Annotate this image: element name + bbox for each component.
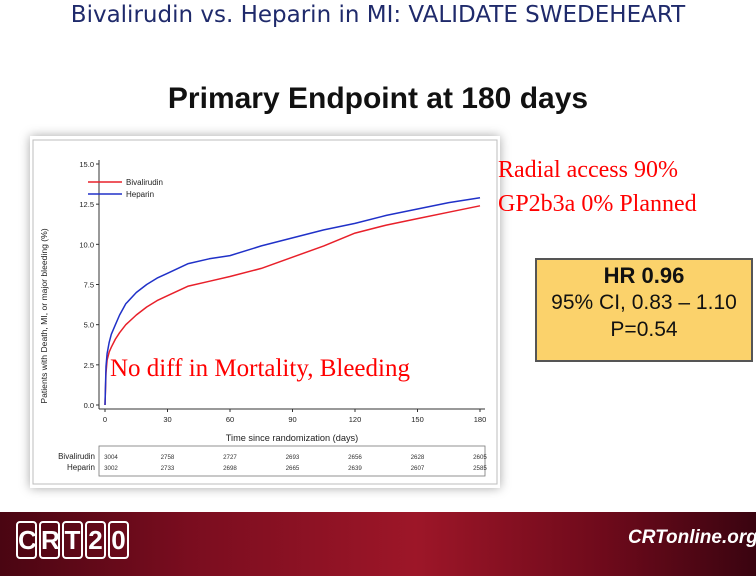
- crt-logo-letter: 0: [108, 521, 129, 559]
- crt-logo-letter: T: [62, 521, 83, 559]
- mortality-note: No diff in Mortality, Bleeding: [110, 355, 410, 382]
- x-tick-label: 0: [103, 415, 107, 424]
- hr-pvalue: P=0.54: [610, 318, 678, 341]
- gp2b3a-note: GP2b3a 0% Planned: [498, 191, 697, 217]
- km-chart: 0.0 2.5 5.0 7.5 10.0 12.5 15.0 0 30 60 90 120 150 18…: [32, 139, 498, 485]
- at-risk-value: 2585: [473, 465, 487, 472]
- y-tick-label: 12.5: [79, 200, 94, 209]
- slide-title: Bivalirudin vs. Heparin in MI: VALIDATE …: [70, 2, 686, 28]
- x-tick-label: 120: [349, 415, 362, 424]
- at-risk-value: 3002: [104, 465, 118, 472]
- x-tick-label: 60: [226, 415, 234, 424]
- y-tick-label: 7.5: [84, 281, 94, 290]
- at-risk-value: 2665: [286, 465, 300, 472]
- hr-value: HR 0.96: [603, 263, 685, 288]
- x-tick-label: 90: [288, 415, 296, 424]
- at-risk-value: 2727: [223, 454, 237, 461]
- y-tick-label: 15.0: [79, 160, 94, 169]
- x-tick-label: 180: [474, 415, 487, 424]
- y-tick-label: 5.0: [84, 321, 94, 330]
- at-risk-value: 2758: [161, 454, 175, 461]
- crt-logo-letter: R: [39, 521, 60, 559]
- chart-panel: 0.0 2.5 5.0 7.5 10.0 12.5 15.0 0 30 60 90 120 150 18…: [30, 136, 500, 488]
- crt-logo-letter: C: [16, 521, 37, 559]
- at-risk-value: 2628: [411, 454, 425, 461]
- hazard-ratio-text: HR 0.96 95% CI, 0.83 – 1.10 P=0.54: [535, 262, 753, 343]
- at-risk-value: 2698: [223, 465, 237, 472]
- at-risk-value: 3004: [104, 454, 118, 461]
- y-axis-label: Patients with Death, MI, or major bleedi…: [39, 228, 49, 403]
- series-line-bivalirudin: [104, 205, 481, 406]
- at-risk-label: Bivalirudin: [58, 452, 95, 461]
- at-risk-box: [98, 445, 486, 477]
- at-risk-value: 2733: [161, 465, 175, 472]
- legend-label-heparin: Heparin: [126, 190, 154, 199]
- series-line-heparin: [104, 196, 481, 406]
- y-tick-label: 10.0: [79, 240, 94, 249]
- radial-access-note: Radial access 90%: [498, 157, 678, 183]
- x-tick-label: 30: [163, 415, 171, 424]
- y-tick-label: 2.5: [84, 361, 94, 370]
- hazard-ratio-box: [535, 258, 753, 362]
- at-risk-value: 2607: [411, 465, 425, 472]
- at-risk-value: 2639: [348, 465, 362, 472]
- crt-logo-letter: 2: [85, 521, 106, 559]
- y-tick-label: 0.0: [84, 401, 94, 410]
- x-tick-label: 150: [411, 415, 424, 424]
- slide-subtitle: Primary Endpoint at 180 days: [167, 82, 589, 115]
- chart-legend: Bivalirudin Heparin: [88, 178, 163, 199]
- at-risk-value: 2656: [348, 454, 362, 461]
- x-axis-label: Time since randomization (days): [226, 433, 358, 443]
- legend-label-bivalirudin: Bivalirudin: [126, 178, 163, 187]
- at-risk-label: Heparin: [67, 463, 95, 472]
- hr-ci: 95% CI, 0.83 – 1.10: [551, 291, 737, 314]
- at-risk-value: 2693: [286, 454, 300, 461]
- crtonline-logo: CRTonline.org: [628, 527, 756, 548]
- at-risk-value: 2605: [473, 454, 487, 461]
